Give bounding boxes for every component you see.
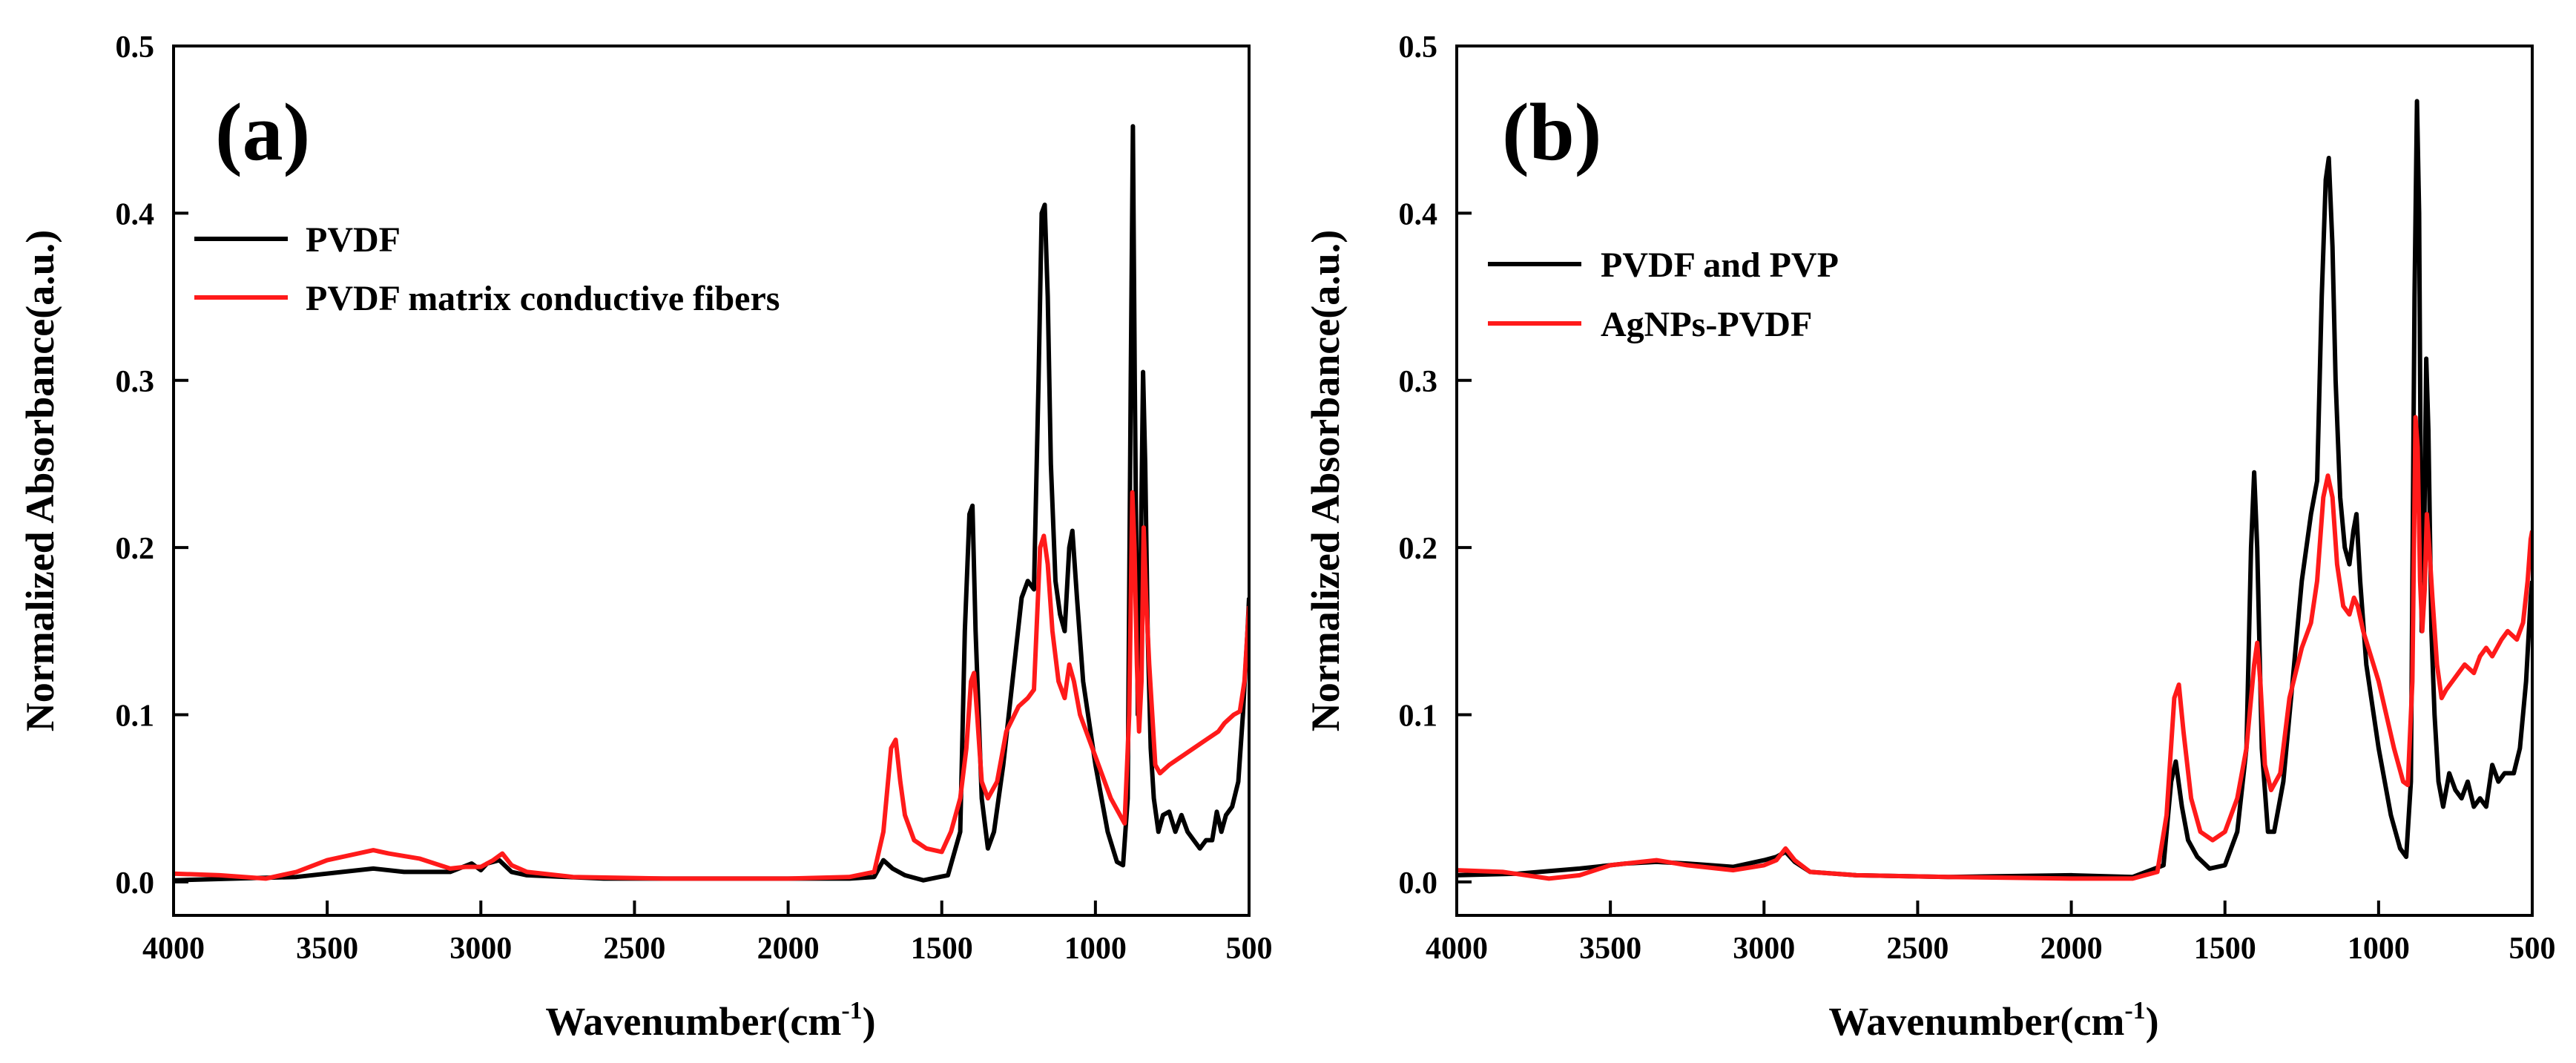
panel-b-x-tick-label: 2000 [2040,932,2103,966]
panel-a-y-tick-label: 0.0 [116,866,155,901]
panel-a-x-tick-label: 1500 [911,932,973,966]
panel-b: 4000 3500 3000 2500 2000 1500 1000 500 0.0 0.1 0.2… [1303,30,2556,1044]
panel-b-series-layer [1457,99,2532,881]
panel-a-series-layer [174,124,1249,883]
legend-label-agnps-pvdf: AgNPs-PVDF [1601,305,1812,344]
panel-a-ticks: 4000 3500 3000 2500 2000 1500 1000 500 0.0 0.1 0.2… [116,30,1273,966]
panel-a-x-tick-label: 2500 [603,932,665,966]
panel-b-legend: PVDF and PVP AgNPs-PVDF [1488,246,1839,344]
panel-a-x-tick-label: 1000 [1064,932,1127,966]
panel-b-y-tick-label: 0.0 [1399,866,1438,901]
panel-a-x-tick-label: 3000 [449,932,512,966]
panel-b-x-tick-label: 3500 [1579,932,1641,966]
panel-b-y-tick-label: 0.3 [1399,365,1438,399]
panel-b-y-tick-label: 0.5 [1399,30,1438,65]
panel-a-y-tick-label: 0.5 [116,30,155,65]
panel-a-y-tick-label: 0.3 [116,365,155,399]
panel-a-plot-frame [172,45,1251,917]
panel-b-x-axis-title: Wavenumber(cm-1) [1828,997,2158,1044]
legend-label-pvdf: PVDF [306,220,401,260]
panel-b-x-tick-label: 1500 [2194,932,2256,966]
panel-a-series-pvdf-matrix-conductive-fibers [174,490,1249,881]
panel-b-x-tick-label: 500 [2509,932,2556,966]
panel-b-y-tick-label: 0.4 [1399,197,1438,231]
panel-a-x-tick-label: 500 [1226,932,1273,966]
panel-a-y-axis-title: Normalized Absorbance(a.u.) [18,230,62,731]
panel-a-y-tick-label: 0.1 [116,700,155,734]
panel-a-x-tick-label: 2000 [757,932,820,966]
panel-a-x-axis-title: Wavenumber(cm-1) [545,997,875,1044]
panel-b-y-axis-title: Normalized Absorbance(a.u.) [1303,230,1348,731]
panel-a-y-tick-label: 0.4 [116,197,155,231]
panel-b-series-agnps-pvdf [1457,415,2532,881]
legend-label-pvdf-and-pvp: PVDF and PVP [1601,246,1839,285]
legend-label-pvdf-matrix-conductive-fibers: PVDF matrix conductive fibers [306,279,780,318]
panel-b-y-tick-label: 0.1 [1399,700,1438,734]
panel-b-ticks: 4000 3500 3000 2500 2000 1500 1000 500 0.0 0.1 0.2… [1399,30,2556,966]
panel-b-x-tick-label: 4000 [1426,932,1488,966]
panel-b-x-tick-label: 2500 [1886,932,1949,966]
panel-b-x-tick-label: 3000 [1733,932,1795,966]
panel-a-legend: PVDF PVDF matrix conductive fibers [194,220,780,318]
panel-a: 4000 3500 3000 2500 2000 1500 1000 500 0.0 0.1 0.2… [18,30,1273,1044]
panel-b-x-tick-label: 1000 [2348,932,2410,966]
panel-a-x-tick-label: 3500 [296,932,358,966]
panel-a-y-tick-label: 0.2 [116,532,155,566]
panel-a-x-tick-label: 4000 [142,932,205,966]
panel-b-plot-frame [1455,45,2534,917]
panel-b-y-tick-label: 0.2 [1399,532,1438,566]
panel-a-label: (a) [215,87,310,177]
panel-b-label: (b) [1502,87,1601,177]
